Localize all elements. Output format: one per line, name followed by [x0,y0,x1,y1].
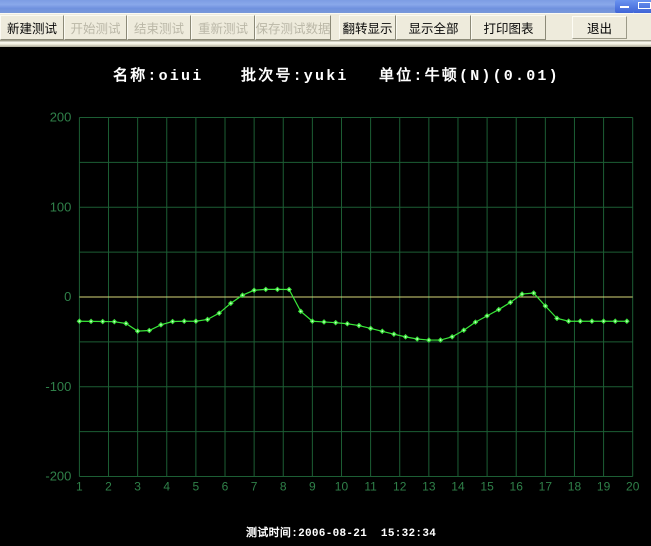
svg-text:2: 2 [105,480,112,494]
svg-text:12: 12 [393,480,407,494]
svg-text:14: 14 [451,480,465,494]
svg-text:8: 8 [280,480,287,494]
svg-text:4: 4 [163,480,170,494]
svg-text:13: 13 [422,480,436,494]
svg-text:6: 6 [222,480,229,494]
svg-text:16: 16 [510,480,524,494]
svg-text:5: 5 [193,480,200,494]
svg-text:10: 10 [335,480,349,494]
svg-text:1: 1 [76,480,83,494]
svg-text:19: 19 [597,480,611,494]
svg-text:17: 17 [539,480,553,494]
svg-text:11: 11 [364,480,377,494]
svg-text:-200: -200 [45,469,71,484]
svg-text:18: 18 [568,480,582,494]
svg-text:7: 7 [251,480,258,494]
svg-text:-100: -100 [45,379,71,394]
svg-text:20: 20 [626,480,640,494]
svg-text:15: 15 [480,480,494,494]
svg-text:100: 100 [50,199,72,214]
svg-text:3: 3 [134,480,141,494]
svg-text:200: 200 [50,110,72,125]
svg-text:9: 9 [309,480,316,494]
svg-text:0: 0 [64,289,71,304]
